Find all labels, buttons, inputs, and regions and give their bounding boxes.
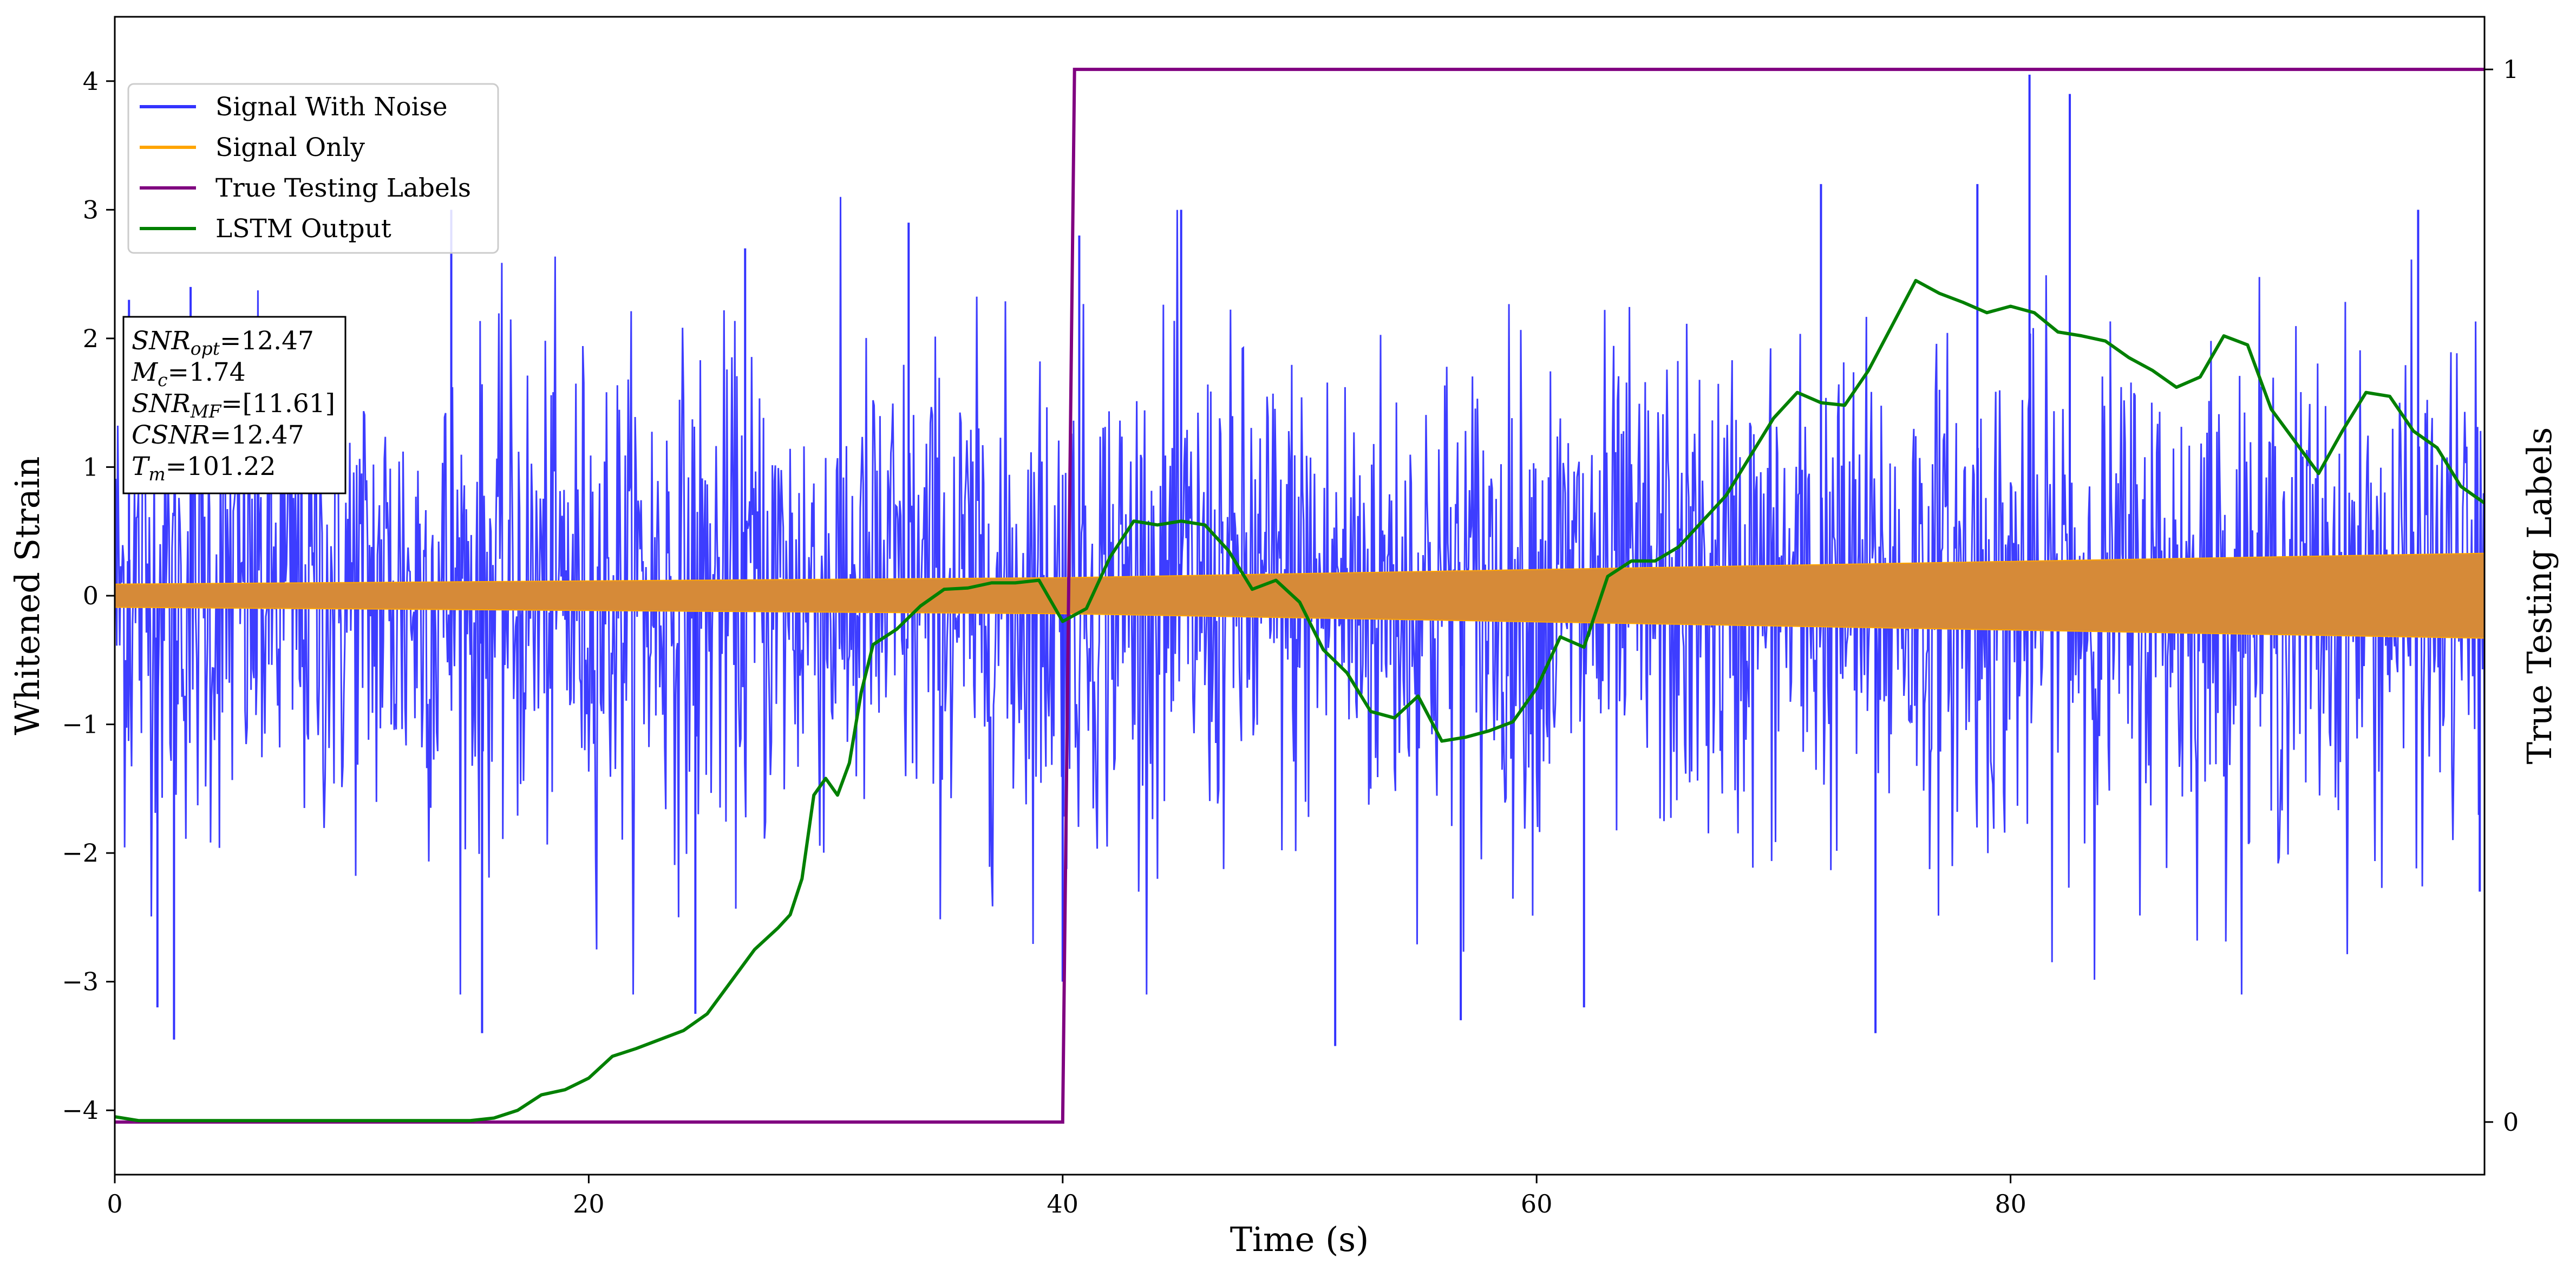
annotation-line: SNRMF=[11.61] xyxy=(132,389,335,422)
x-axis-title: Time (s) xyxy=(1230,1220,1369,1259)
true-testing-labels-series xyxy=(115,68,2485,1124)
x-tick-label: 20 xyxy=(573,1189,605,1219)
annotation-line: Mc=1.74 xyxy=(131,357,246,390)
x-tick-label: 60 xyxy=(1521,1189,1553,1219)
legend-label: Signal Only xyxy=(215,133,365,162)
y2-axis-title: True Testing Labels xyxy=(2520,427,2559,765)
signal-only-band xyxy=(115,552,2485,639)
y-axis-title: Whitened Strain xyxy=(8,457,47,735)
annotation-line: CSNR=12.47 xyxy=(132,420,304,450)
lstm-output-series xyxy=(115,278,2485,1123)
annotation-line: SNRopt=12.47 xyxy=(132,326,314,359)
signal-with-noise-series xyxy=(115,74,2485,1046)
y-axis-left: −4 −3 −2 −1 0 1 2 3 4 xyxy=(62,67,115,1125)
annotation-line: Tm=101.22 xyxy=(132,452,276,485)
y-axis-right: 01 xyxy=(2485,55,2519,1137)
y-tick-label: 1 xyxy=(83,452,99,481)
legend-label: Signal With Noise xyxy=(215,92,448,122)
y-tick-label: −4 xyxy=(62,1096,99,1125)
x-axis: 0 20 40 60 80 xyxy=(107,1175,2026,1219)
y-tick-label: −3 xyxy=(62,967,99,996)
y-tick-label: 0 xyxy=(83,581,99,610)
x-tick-label: 40 xyxy=(1047,1189,1079,1219)
annotation-frame xyxy=(122,316,346,494)
y-tick-label: 3 xyxy=(83,195,99,224)
lstm-output-line xyxy=(115,278,2485,1123)
plot-area xyxy=(115,68,2485,1124)
x-tick-label: 0 xyxy=(107,1189,122,1219)
annotation-box: SNRopt=12.47Mc=1.74SNRMF=[11.61]CSNR=12.… xyxy=(122,316,346,494)
y-tick-label: −2 xyxy=(62,838,99,868)
y-tick-label: 2 xyxy=(83,324,99,353)
legend-label: LSTM Output xyxy=(215,214,391,244)
y-tick-label: 4 xyxy=(83,67,99,96)
legend-label: True Testing Labels xyxy=(215,173,471,203)
signal-only-series xyxy=(115,552,2485,639)
true-testing-labels-line xyxy=(115,68,2485,1124)
y2-tick-label: 0 xyxy=(2503,1107,2519,1137)
x-tick-label: 80 xyxy=(1995,1189,2026,1219)
y2-tick-label: 1 xyxy=(2503,55,2519,84)
legend: Signal With Noise Signal Only True Testing… xyxy=(127,83,499,254)
y-tick-label: −1 xyxy=(62,710,99,739)
legend-box xyxy=(127,83,499,254)
